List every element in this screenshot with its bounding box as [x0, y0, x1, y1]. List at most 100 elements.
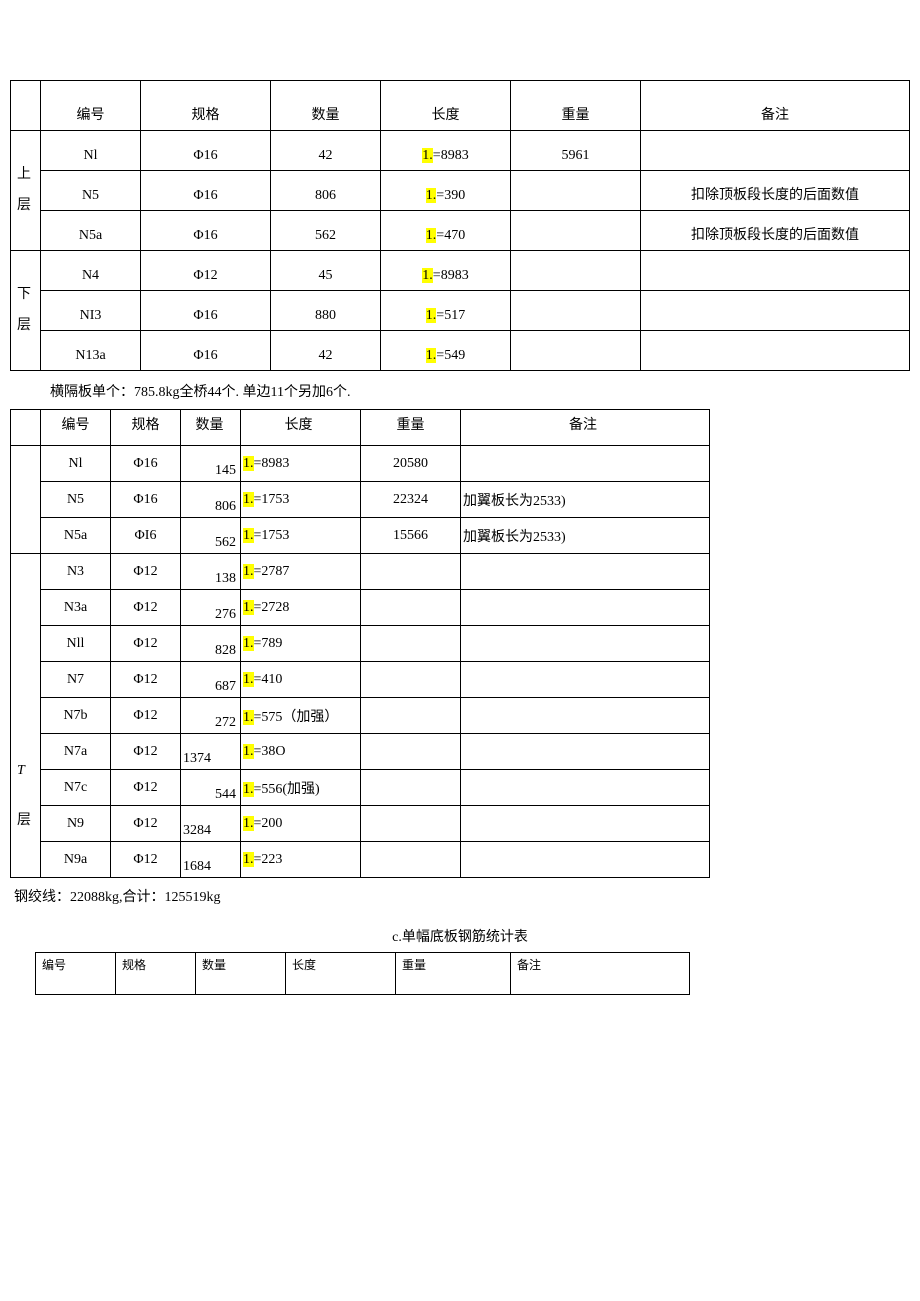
cell-wt [361, 662, 461, 698]
cell-qty: 562 [271, 211, 381, 251]
length-prefix-highlight: 1. [422, 268, 433, 283]
cell-qty: 562 [181, 518, 241, 554]
cell-note [461, 842, 710, 878]
cell-qty: 806 [181, 482, 241, 518]
cell-qty: 1684 [181, 842, 241, 878]
cell-wt [361, 626, 461, 662]
cell-note [461, 770, 710, 806]
t3-hdr-5: 备注 [511, 953, 690, 995]
cell-spec: Φ12 [111, 842, 181, 878]
table-row: NI3Φ168801.=517 [11, 291, 910, 331]
cell-qty: 276 [181, 590, 241, 626]
cell-num: NI3 [41, 291, 141, 331]
cell-note: 加翼板长为2533) [461, 482, 710, 518]
cell-wt: 20580 [361, 446, 461, 482]
table-row: N5aΦI65621.=175315566加翼板长为2533) [11, 518, 710, 554]
t3-hdr-2: 数量 [196, 953, 286, 995]
cell-num: N3 [41, 554, 111, 590]
cell-num: N13a [41, 331, 141, 371]
hdr-len: 长度 [381, 81, 511, 131]
cell-qty: 42 [271, 331, 381, 371]
hdr2-note: 备注 [461, 410, 710, 446]
cell-num: Nl [41, 446, 111, 482]
cell-qty: 544 [181, 770, 241, 806]
length-prefix-highlight: 1. [426, 188, 437, 203]
cell-note: 扣除顶板段长度的后面数值 [641, 211, 910, 251]
cell-spec: Φ16 [111, 446, 181, 482]
cell-wt [511, 331, 641, 371]
cell-note [641, 331, 910, 371]
cell-qty: 45 [271, 251, 381, 291]
cell-spec: Φ12 [111, 554, 181, 590]
section-label: T层 [11, 554, 41, 878]
cell-len: 1.=223 [241, 842, 361, 878]
table-2-header: 编号 规格 数量 长度 重量 备注 [11, 410, 710, 446]
cell-spec: Φ16 [141, 291, 271, 331]
cell-num: Nl [41, 131, 141, 171]
cell-spec: ΦI6 [111, 518, 181, 554]
length-prefix-highlight: 1. [243, 564, 254, 579]
cell-note [461, 698, 710, 734]
hdr2-num: 编号 [41, 410, 111, 446]
caption-diaphragm: 横隔板单个：785.8kg全桥44个. 单边11个另加6个. [50, 381, 910, 401]
cell-num: N4 [41, 251, 141, 291]
table-row: 下层N4Φ12451.=8983 [11, 251, 910, 291]
cell-qty: 828 [181, 626, 241, 662]
cell-note [461, 734, 710, 770]
section-label: 上层 [11, 131, 41, 251]
cell-wt [361, 770, 461, 806]
cell-len: 1.=2787 [241, 554, 361, 590]
cell-spec: Φ12 [111, 770, 181, 806]
cell-wt [511, 291, 641, 331]
cell-spec: Φ12 [111, 626, 181, 662]
hdr-qty: 数量 [271, 81, 381, 131]
table-row: N13aΦ16421.=549 [11, 331, 910, 371]
table-2-top-rows: NlΦ161451.=898320580N5Φ168061.=175322324… [11, 446, 710, 554]
cell-len: 1.=575（加强） [241, 698, 361, 734]
length-prefix-highlight: 1. [243, 852, 254, 867]
length-prefix-highlight: 1. [243, 672, 254, 687]
cell-qty: 272 [181, 698, 241, 734]
table-row: T层N3Φ121381.=2787 [11, 554, 710, 590]
cell-note [461, 554, 710, 590]
table-1-lower-rows: 下层N4Φ12451.=8983NI3Φ168801.=517N13aΦ1642… [11, 251, 910, 371]
table-row: N5Φ168061.=175322324加翼板长为2533) [11, 482, 710, 518]
table-3: 编号 规格 数量 长度 重量 备注 [35, 952, 690, 995]
cell-len: 1.=789 [241, 626, 361, 662]
cell-len: 1.=200 [241, 806, 361, 842]
cell-qty: 42 [271, 131, 381, 171]
cell-spec: Φ16 [141, 171, 271, 211]
cell-len: 1.=410 [241, 662, 361, 698]
cell-wt [511, 211, 641, 251]
cell-wt [361, 698, 461, 734]
cell-qty: 138 [181, 554, 241, 590]
cell-note [461, 806, 710, 842]
cell-note [641, 291, 910, 331]
cell-note: 扣除顶板段长度的后面数值 [641, 171, 910, 211]
cell-wt [361, 554, 461, 590]
cell-num: N7c [41, 770, 111, 806]
cell-wt [361, 842, 461, 878]
cell-qty: 880 [271, 291, 381, 331]
cell-wt [511, 251, 641, 291]
cell-spec: Φ12 [111, 734, 181, 770]
cell-num: N5 [41, 482, 111, 518]
table-2: 编号 规格 数量 长度 重量 备注 NlΦ161451.=898320580N5… [10, 409, 710, 878]
hdr-num: 编号 [41, 81, 141, 131]
cell-num: N3a [41, 590, 111, 626]
table-1: 编号 规格 数量 长度 重量 备注 上层NlΦ16421.=89835961N5… [10, 80, 910, 371]
cell-qty: 687 [181, 662, 241, 698]
table-1-upper-rows: 上层NlΦ16421.=89835961N5Φ168061.=390扣除顶板段长… [11, 131, 910, 251]
cell-num: N7a [41, 734, 111, 770]
cell-num: N9a [41, 842, 111, 878]
table-row: N5Φ168061.=390扣除顶板段长度的后面数值 [11, 171, 910, 211]
cell-len: 1.=1753 [241, 482, 361, 518]
cell-wt: 5961 [511, 131, 641, 171]
cell-len: 1.=549 [381, 331, 511, 371]
cell-spec: Φ16 [141, 211, 271, 251]
table-row: N5aΦ165621.=470扣除顶板段长度的后面数值 [11, 211, 910, 251]
table-row: N7bΦ122721.=575（加强） [11, 698, 710, 734]
cell-len: 1.=8983 [381, 251, 511, 291]
table-3-header: 编号 规格 数量 长度 重量 备注 [36, 953, 690, 995]
cell-wt [361, 734, 461, 770]
